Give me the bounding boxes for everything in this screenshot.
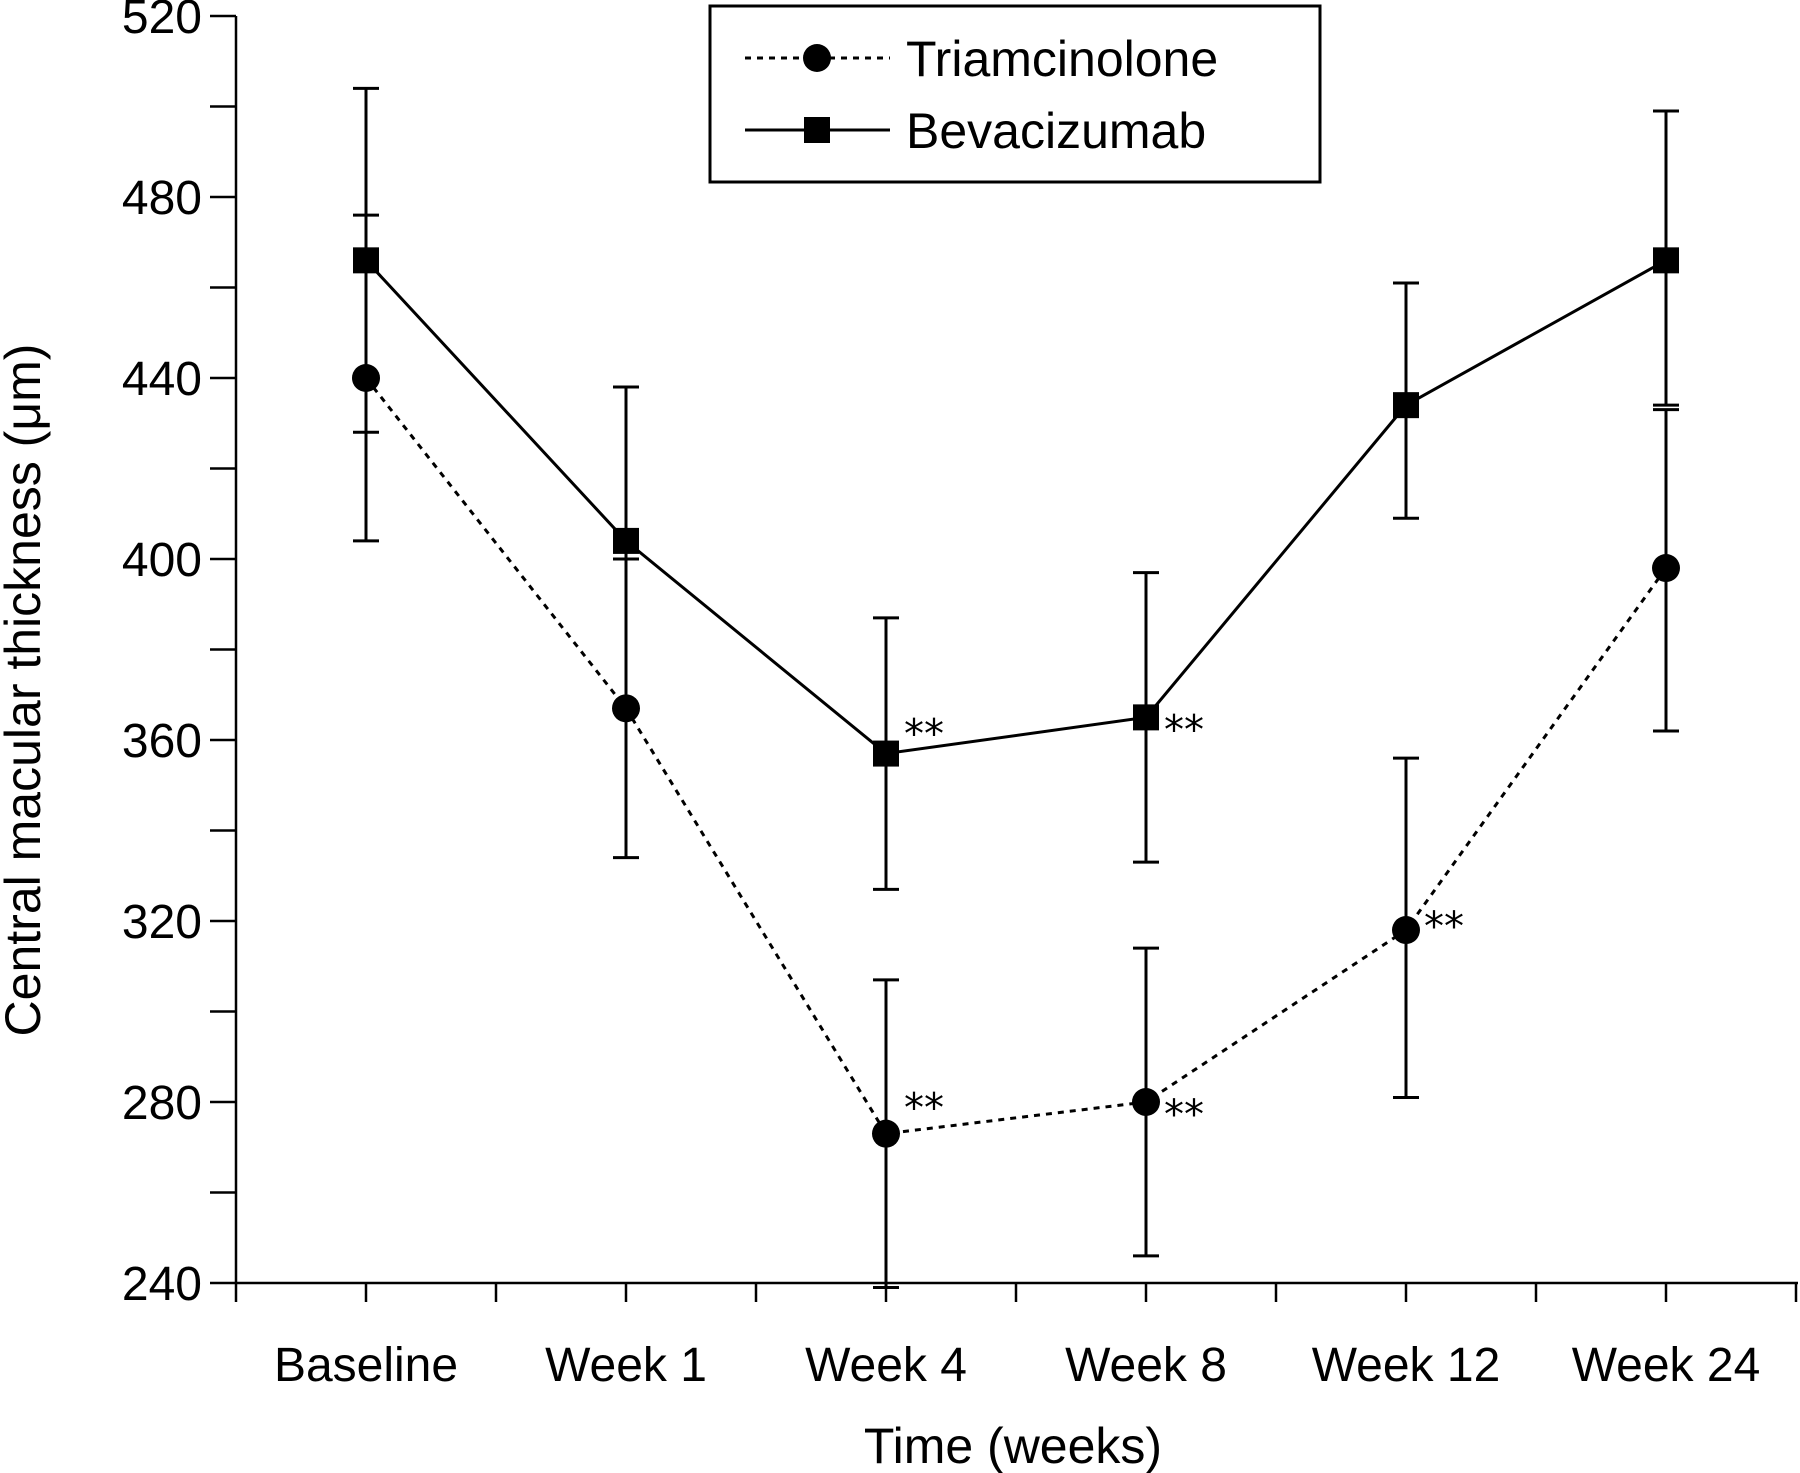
x-tick-label: Baseline <box>274 1339 458 1392</box>
bevacizumab-point <box>353 247 379 274</box>
triamcinolone-point <box>872 1119 900 1148</box>
x-tick-label: Week 4 <box>805 1339 967 1392</box>
triamcinolone-point <box>352 364 380 392</box>
triamcinolone-point <box>1392 916 1420 945</box>
triamcinolone-significance-label: ** <box>904 1086 944 1132</box>
significance-annotations: ** ** ** ** ** <box>904 707 1464 1138</box>
x-tick-label: Week 1 <box>545 1339 707 1392</box>
y-tick-label: 440 <box>122 353 202 406</box>
x-tick-label: Week 8 <box>1065 1339 1227 1392</box>
y-tick-label: 520 <box>122 0 202 44</box>
y-tick-label: 480 <box>122 172 202 225</box>
bevacizumab-point <box>873 740 899 767</box>
y-axis-title: Central macular thickness (μm) <box>0 344 51 1037</box>
triamcinolone-legend-label: Triamcinolone <box>906 31 1218 87</box>
triamcinolone-significance-label: ** <box>1424 904 1464 950</box>
bevacizumab-legend-label: Bevacizumab <box>906 103 1206 159</box>
y-tick-label: 360 <box>122 715 202 768</box>
bevacizumab-point <box>613 527 639 554</box>
error-bars <box>353 86 1679 1290</box>
x-tick-label: Week 24 <box>1572 1339 1761 1392</box>
bevacizumab-line <box>364 259 1667 756</box>
triamcinolone-point <box>1652 554 1680 583</box>
y-tick-label: 240 <box>122 1258 202 1311</box>
bevacizumab-point <box>1133 704 1159 731</box>
bevacizumab-point <box>1653 247 1679 274</box>
bevacizumab-point <box>1393 392 1419 419</box>
bevacizumab-significance-label: ** <box>904 712 944 758</box>
series-lines <box>364 259 1668 1136</box>
triamcinolone-legend-marker <box>803 44 831 72</box>
x-axis-title: Time (weeks) <box>864 1418 1162 1473</box>
triamcinolone-point <box>612 694 640 723</box>
x-tick-label: Week 12 <box>1312 1339 1501 1392</box>
triamcinolone-line <box>364 377 1668 1136</box>
series-markers <box>352 247 1680 1148</box>
legend: Triamcinolone Bevacizumab <box>708 4 1322 184</box>
legend-box <box>708 4 1322 184</box>
bevacizumab-legend-marker <box>804 117 830 143</box>
bevacizumab-significance-label: ** <box>1164 707 1204 753</box>
axes: 240 280 320 360 400 440 480 520 Baseline Week 1 We… <box>122 0 1798 1392</box>
y-tick-label: 400 <box>122 534 202 587</box>
y-tick-label: 280 <box>122 1077 202 1130</box>
y-tick-label: 320 <box>122 896 202 949</box>
triamcinolone-significance-label: ** <box>1164 1092 1204 1138</box>
triamcinolone-point <box>1132 1088 1160 1116</box>
